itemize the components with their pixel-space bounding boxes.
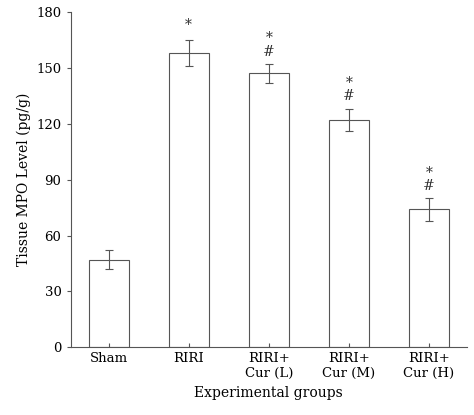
Text: #: # — [263, 44, 274, 59]
Y-axis label: Tissue MPO Level (pg/g): Tissue MPO Level (pg/g) — [17, 93, 31, 266]
Bar — [89, 260, 128, 347]
Text: #: # — [343, 89, 355, 103]
Text: *: * — [185, 18, 192, 32]
Bar — [169, 53, 209, 347]
Text: *: * — [265, 32, 272, 46]
Text: #: # — [423, 179, 435, 193]
X-axis label: Experimental groups: Experimental groups — [194, 386, 343, 400]
Text: *: * — [346, 76, 352, 90]
Bar — [409, 210, 449, 347]
Text: *: * — [426, 166, 432, 180]
Bar — [329, 120, 369, 347]
Bar — [249, 73, 289, 347]
